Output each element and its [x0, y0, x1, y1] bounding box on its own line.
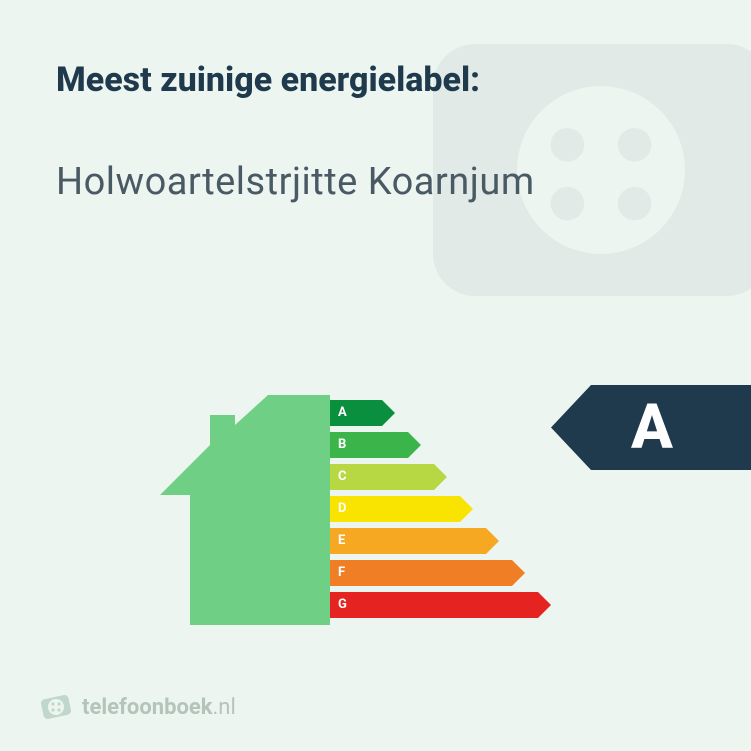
bar-label: B: [338, 432, 346, 458]
bar-label: F: [338, 560, 345, 586]
bar-shape: [330, 464, 447, 490]
footer-logo-icon: [40, 691, 72, 723]
bar-label: A: [338, 400, 347, 426]
result-badge: A: [551, 385, 751, 470]
result-letter: A: [631, 385, 673, 470]
footer-text: telefoonboek.nl: [82, 695, 236, 720]
footer: telefoonboek.nl: [40, 691, 236, 723]
bar-label: G: [338, 592, 347, 618]
bar-shape: [330, 560, 525, 586]
bar-shape: [330, 528, 499, 554]
footer-brand: telefoonboek: [82, 695, 213, 720]
page-title: Meest zuinige energielabel:: [56, 60, 695, 100]
bar-label: E: [338, 528, 345, 554]
bar-label: C: [338, 464, 347, 490]
location-name: Holwoartelstrjitte Koarnjum: [56, 160, 695, 204]
footer-tld: .nl: [213, 695, 236, 720]
bar-label: D: [338, 496, 346, 522]
house-icon-overlay: [160, 395, 330, 625]
bar-shape: [330, 592, 551, 618]
bar-shape: [330, 496, 473, 522]
